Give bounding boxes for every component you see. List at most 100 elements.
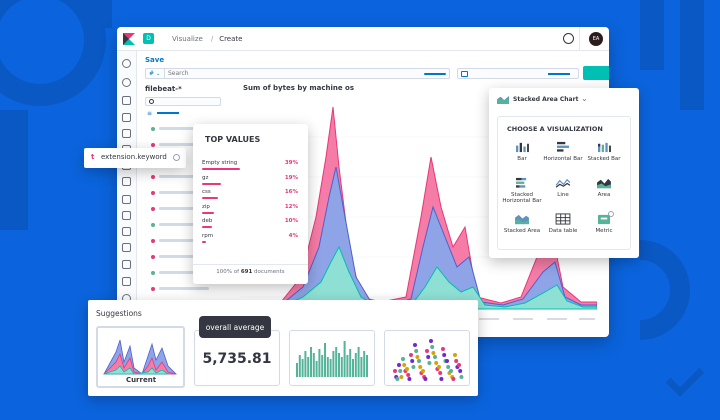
horizontal-bar-icon [557,141,569,152]
top-value-bar [202,240,206,243]
kibana-logo-icon[interactable] [123,32,135,45]
thumbnail-bar [343,341,346,377]
suggestion-scatter-chart[interactable] [384,330,470,386]
thumbnail-dot [395,377,400,381]
space-badge[interactable]: D [143,33,154,44]
breadcrumb-create: Create [219,34,243,43]
thumbnail-bar [366,355,368,377]
canvas-icon[interactable] [122,129,131,138]
thumbnail-bar [298,355,301,377]
clock-icon[interactable] [122,59,131,68]
thumbnail-dot [409,353,413,357]
vis-option-area[interactable]: Area [582,177,626,215]
thumbnail-dot [446,365,451,369]
top-value-bar [202,168,240,170]
thumbnail-bar [318,349,321,377]
top-value-bar [202,226,212,228]
thumbnail-bar [357,347,360,377]
bar-chart-thumbnail [296,341,368,377]
top-value-row: Empty string 39% [202,160,298,174]
chart-type-switcher[interactable]: Stacked Area Chart ⌄ [497,94,597,106]
thumbnail-dot [459,375,464,379]
vis-option-line[interactable]: Line [541,177,585,215]
vis-option-stacked-bar[interactable]: Stacked Bar [582,141,626,179]
vis-option-stacked-area[interactable]: Stacked Area [500,213,544,251]
thumbnail-bar [329,359,332,377]
suggestions-title: Suggestions [96,309,142,318]
thumbnail-dot [402,363,407,367]
infra-icon[interactable] [122,177,131,186]
top-value-row: gz 19% [202,175,298,189]
monitoring-icon[interactable] [122,277,131,286]
avatar[interactable]: EA [589,32,603,46]
dashboard-icon[interactable] [122,113,131,122]
stacked-bar-icon [598,142,611,153]
thumbnail-dot [414,349,419,353]
suggestion-metric[interactable]: 5,735.81 [194,330,280,386]
vis-option-label: Stacked Bar [587,156,621,162]
visualize-icon[interactable] [122,96,131,105]
thumbnail-dot [431,351,436,355]
uptime-icon[interactable] [122,227,131,236]
filter-icon[interactable]: ≡ [147,110,153,117]
siem-icon[interactable] [122,243,131,252]
thumbnail-dot [429,339,433,343]
top-value-percent: 10% [284,218,298,224]
top-value-bar [202,182,221,185]
chevron-down-icon[interactable]: ⌄ [156,71,161,77]
vis-option-bar[interactable]: Bar [500,141,544,179]
apm-icon[interactable] [122,211,131,220]
refresh-button[interactable] [583,66,609,80]
breadcrumb-visualize[interactable]: Visualize [172,34,203,43]
logs-icon[interactable] [122,195,131,204]
suggestion-current[interactable]: Current [96,326,185,388]
stacked-area-icon [497,96,509,104]
thumbnail-dot [421,369,425,373]
field-tooltip[interactable]: t extension.keyword [84,148,186,168]
search-input[interactable] [168,69,398,78]
discover-icon[interactable] [122,78,131,87]
help-icon[interactable] [563,33,574,44]
top-values-popover: TOP VALUES Empty string 39% gz 19% css 16% zip… [193,124,308,284]
save-button[interactable]: Save [145,56,165,64]
thumbnail-dot [433,355,437,359]
stacked-area-icon [515,214,529,225]
table-icon [555,213,571,225]
beta-icon [608,211,614,217]
vis-option-metric[interactable]: Metric [582,213,626,251]
chevron-down-icon: ⌄ [581,94,588,103]
thumbnail-bar [349,349,352,377]
thumbnail-bar [304,351,307,377]
metric-value: 5,735.81 [202,351,272,367]
thumbnail-dot [413,343,417,347]
thumbnail-dot [406,373,411,377]
suggestion-bar-chart[interactable] [289,330,375,386]
vis-option-horizontal-bar[interactable]: Horizontal Bar [541,141,585,179]
top-value-label: css [202,189,211,195]
thumbnail-dot [427,361,432,365]
thumbnail-dot [415,355,420,359]
thumbnail-bar [321,355,324,377]
vis-option-stacked-horizontal-bar[interactable]: Stacked Horizontal Bar [500,177,544,215]
devtools-icon[interactable] [122,260,131,269]
field-search-input[interactable] [145,97,221,106]
thumbnail-bar [360,357,363,377]
thumbnail-bar [340,357,343,377]
thumbnail-dot [454,359,459,363]
thumbnail-dot [397,363,401,367]
thumbnail-dot [417,359,421,363]
thumbnail-bar [315,361,318,377]
thumbnail-bar [354,353,357,377]
index-pattern-title[interactable]: filebeat-* [145,85,182,93]
vis-option-label: Horizontal Bar [543,156,583,162]
query-language-button[interactable]: # [149,70,155,77]
overall-average-tooltip: overall average [199,316,271,338]
date-picker[interactable] [457,68,579,79]
area-chart-icon [597,178,611,189]
vis-option-data-table[interactable]: Data table [541,213,585,251]
info-icon[interactable] [173,154,180,161]
thumbnail-bar [296,363,298,377]
thumbnail-dot [438,371,443,375]
thumbnail-bar [326,357,329,377]
thumbnail-bar [363,351,366,377]
